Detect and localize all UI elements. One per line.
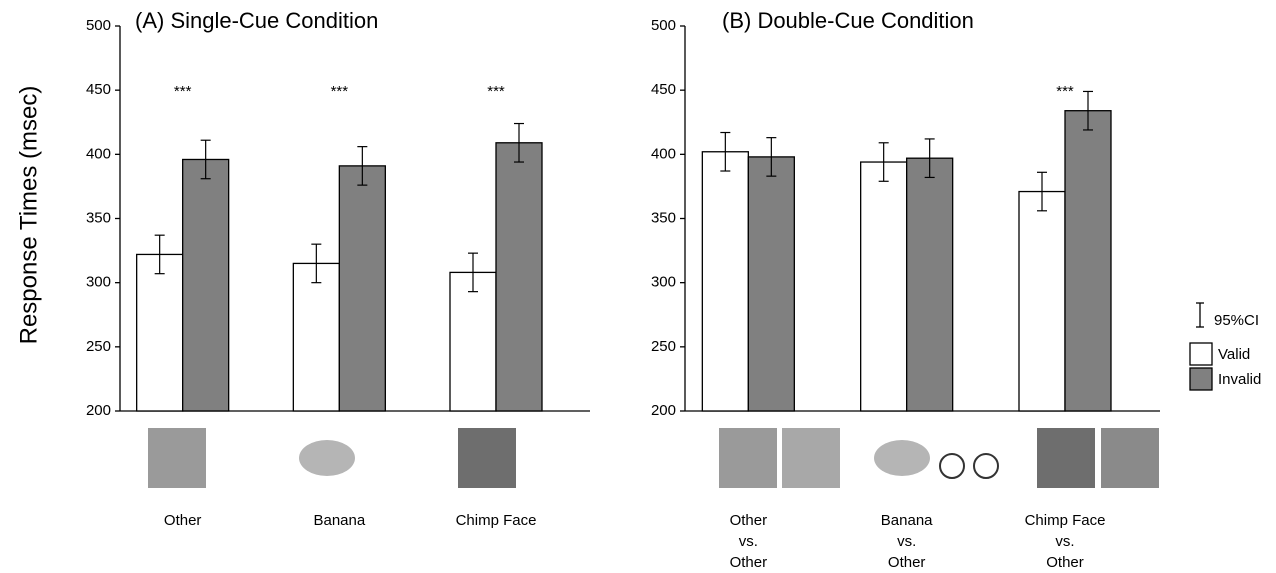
image-banana bbox=[874, 440, 930, 476]
error-bar bbox=[154, 234, 165, 275]
y-tick-label: 400 bbox=[651, 145, 676, 162]
y-tick-label: 200 bbox=[651, 402, 676, 419]
significance: *** bbox=[174, 83, 192, 100]
y-tick-label: 350 bbox=[86, 209, 111, 226]
bar bbox=[338, 165, 386, 412]
y-tick-label: 450 bbox=[651, 81, 676, 98]
x-tick-label: Banana vs. Other bbox=[881, 512, 933, 571]
x-tick-label: Chimp Face vs. Other bbox=[1025, 512, 1106, 571]
y-tick-label: 300 bbox=[86, 274, 111, 291]
y-tick-label: 500 bbox=[651, 17, 676, 34]
bar bbox=[136, 253, 184, 412]
x-tick-label-line: vs. bbox=[1055, 533, 1074, 550]
legend-label: 95%CI bbox=[1214, 312, 1259, 329]
bar bbox=[1064, 110, 1112, 412]
legend-swatch bbox=[1189, 342, 1213, 366]
error-bar bbox=[924, 138, 935, 179]
x-tick-label: Chimp Face bbox=[456, 512, 537, 529]
bar bbox=[701, 151, 749, 412]
x-tick-label-line: Other bbox=[1046, 554, 1084, 571]
x-tick-label-line: Banana bbox=[881, 512, 933, 529]
images bbox=[148, 428, 1159, 488]
x-tick-label-line: Chimp Face bbox=[456, 512, 537, 529]
bar bbox=[449, 271, 497, 412]
y-tick-label: 450 bbox=[86, 81, 111, 98]
image-car bbox=[719, 428, 777, 488]
image-car bbox=[148, 428, 206, 488]
image-train bbox=[1101, 428, 1159, 488]
x-tick-label: Banana bbox=[313, 512, 365, 529]
y-axis-label: Response Times (msec) bbox=[15, 86, 42, 345]
image-bike bbox=[973, 453, 999, 479]
legend-label: Valid bbox=[1218, 346, 1250, 363]
chart-title: (B) Double-Cue Condition bbox=[722, 8, 974, 33]
x-tick-label: Other bbox=[164, 512, 202, 529]
bar bbox=[747, 156, 795, 412]
image-bike bbox=[939, 453, 965, 479]
bar bbox=[182, 158, 230, 412]
x-tick-label-line: Chimp Face bbox=[1025, 512, 1106, 529]
x-tick-label-line: Banana bbox=[313, 512, 365, 529]
bar bbox=[1018, 190, 1066, 412]
x-tick-label: Other vs. Other bbox=[730, 512, 768, 571]
significance: *** bbox=[1056, 83, 1074, 100]
bar bbox=[860, 161, 908, 412]
y-tick-label: 400 bbox=[86, 145, 111, 162]
y-tick-label: 500 bbox=[86, 17, 111, 34]
chart-title: (A) Single-Cue Condition bbox=[135, 8, 378, 33]
error-bar bbox=[514, 122, 524, 163]
significance: *** bbox=[487, 83, 505, 100]
error-bar bbox=[357, 146, 368, 186]
x-tick-label-line: Other bbox=[730, 512, 768, 529]
bar bbox=[906, 157, 954, 412]
y-tick-label: 300 bbox=[651, 274, 676, 291]
error-bar bbox=[311, 243, 322, 284]
y-tick-label: 350 bbox=[651, 209, 676, 226]
x-tick-label-line: Other bbox=[164, 512, 202, 529]
error-bar bbox=[1037, 171, 1047, 212]
significance: *** bbox=[331, 83, 349, 100]
x-tick-label-line: vs. bbox=[897, 533, 916, 550]
x-tick-label-line: vs. bbox=[739, 533, 758, 550]
image-house bbox=[782, 428, 840, 488]
error-bar bbox=[1083, 90, 1093, 131]
x-tick-label-line: Other bbox=[730, 554, 768, 571]
image-chimp bbox=[1037, 428, 1095, 488]
error-bar bbox=[766, 137, 777, 177]
error-bar bbox=[720, 131, 731, 172]
y-tick-label: 250 bbox=[86, 338, 111, 355]
y-tick-label: 200 bbox=[86, 402, 111, 419]
error-bar bbox=[200, 139, 211, 180]
legend-swatch bbox=[1189, 367, 1213, 391]
error-bar bbox=[468, 252, 478, 293]
image-banana bbox=[299, 440, 355, 476]
bar bbox=[495, 142, 543, 412]
legend-label: Invalid bbox=[1218, 371, 1261, 388]
y-tick-label: 250 bbox=[651, 338, 676, 355]
error-bar bbox=[878, 142, 889, 182]
image-chimp bbox=[458, 428, 516, 488]
bar bbox=[292, 262, 340, 412]
x-tick-label-line: Other bbox=[888, 554, 926, 571]
